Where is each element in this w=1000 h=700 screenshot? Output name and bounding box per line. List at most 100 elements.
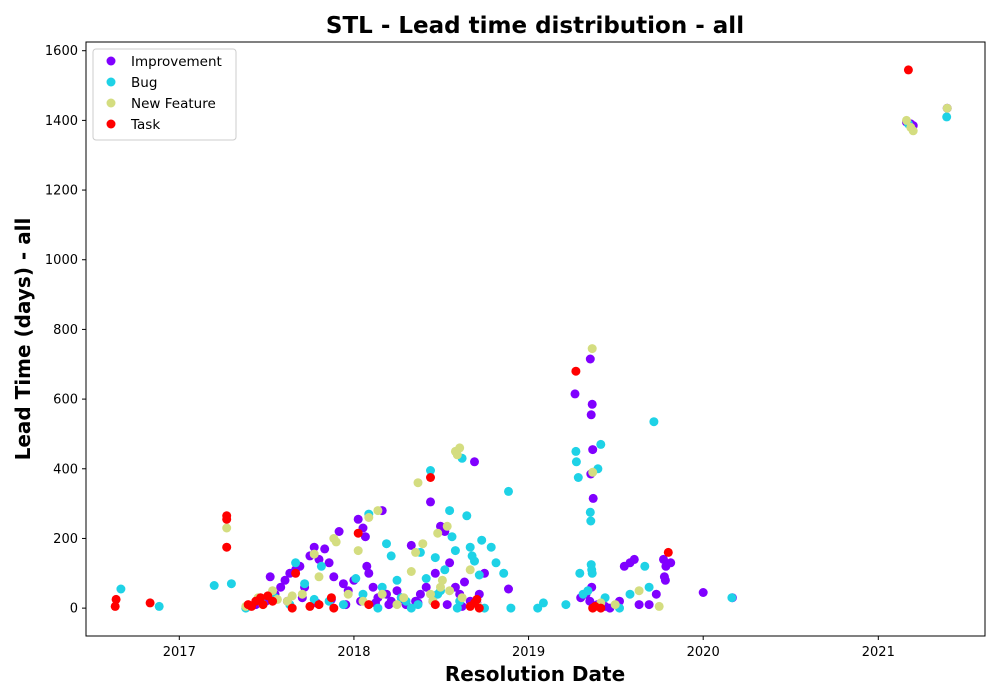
x-axis-ticks: 2017 2018 2019 2020 2021 (163, 636, 895, 660)
y-tick-label: 1400 (45, 114, 78, 129)
point-improvement (338, 579, 348, 589)
point-improvement (666, 558, 676, 568)
point-bug (377, 582, 387, 592)
point-new-feature (942, 103, 952, 113)
point-task (571, 366, 581, 376)
legend-box (92, 48, 237, 141)
point-new-feature (426, 589, 435, 599)
point-bug (727, 593, 737, 603)
x-tick-label: 2020 (687, 645, 720, 660)
point-new-feature (411, 547, 421, 557)
point-improvement (470, 457, 479, 467)
point-new-feature (455, 443, 465, 453)
point-bug (486, 542, 496, 552)
point-improvement (442, 600, 452, 610)
point-bug (506, 603, 516, 613)
point-task (326, 593, 336, 603)
point-bug (640, 561, 650, 571)
point-new-feature (445, 586, 455, 596)
point-bug (587, 568, 597, 578)
y-tick-label: 200 (53, 532, 78, 547)
point-bug (440, 565, 450, 575)
point-bug (226, 579, 236, 589)
point-new-feature (353, 546, 363, 556)
legend-marker-bug (106, 77, 116, 87)
point-new-feature (364, 513, 374, 522)
point-improvement (698, 588, 708, 597)
point-new-feature (392, 600, 402, 610)
point-bug (386, 551, 396, 561)
y-tick-label: 600 (53, 393, 78, 408)
point-bug (575, 568, 585, 578)
point-improvement (309, 542, 319, 552)
point-task (596, 603, 606, 613)
y-tick-label: 400 (53, 462, 78, 477)
point-improvement (588, 493, 598, 503)
point-bug (942, 112, 952, 122)
point-improvement (651, 589, 661, 599)
y-tick-label: 1000 (45, 253, 78, 268)
point-improvement (320, 544, 330, 554)
data-points (110, 65, 952, 613)
legend-label-task: Task (130, 117, 160, 133)
point-task (287, 603, 297, 613)
point-new-feature (654, 601, 664, 611)
point-new-feature (377, 589, 387, 599)
point-improvement (570, 389, 580, 399)
x-axis-label: Resolution Date (445, 662, 625, 686)
point-new-feature (418, 539, 428, 549)
point-new-feature (287, 591, 297, 601)
point-bug (462, 511, 472, 521)
y-axis-label: Lead Time (days) - all (11, 218, 35, 461)
point-bug (300, 579, 310, 589)
plot-frame (85, 41, 986, 637)
point-improvement (588, 445, 598, 455)
point-improvement (585, 354, 595, 364)
legend-marker-new-feature (106, 98, 116, 108)
point-bug (477, 535, 487, 545)
point-improvement (280, 575, 290, 585)
point-task (472, 594, 482, 604)
point-task (329, 603, 339, 613)
point-task (430, 600, 440, 610)
point-improvement (406, 540, 416, 550)
point-bug (373, 603, 383, 613)
x-tick-label: 2021 (862, 645, 895, 660)
point-task (663, 547, 673, 557)
point-bug (209, 581, 219, 590)
point-bug (538, 598, 548, 608)
point-improvement (384, 600, 394, 610)
point-bug (116, 584, 126, 594)
point-bug (596, 439, 606, 449)
legend: Improvement Bug New Feature Task (92, 48, 237, 141)
point-task (364, 600, 374, 610)
point-new-feature (588, 467, 598, 477)
point-new-feature (452, 450, 462, 460)
point-improvement (334, 527, 344, 536)
point-new-feature (908, 126, 918, 136)
point-improvement (430, 568, 440, 578)
legend-label-bug: Bug (131, 75, 157, 91)
chart-title: STL - Lead time distribution - all (326, 13, 744, 39)
point-improvement (276, 582, 286, 592)
point-bug (351, 574, 361, 583)
point-bug (585, 507, 595, 517)
point-new-feature (610, 600, 620, 610)
point-bug (392, 575, 402, 585)
point-bug (382, 539, 391, 549)
point-task (110, 601, 120, 611)
point-task (111, 594, 121, 604)
legend-marker-task (106, 119, 116, 129)
point-task (222, 514, 232, 524)
point-improvement (362, 561, 372, 571)
point-bug (571, 446, 581, 456)
point-task (305, 601, 315, 611)
point-improvement (586, 410, 596, 420)
point-improvement (504, 584, 513, 594)
point-bug (625, 589, 635, 599)
point-bug (421, 574, 431, 583)
point-bug (406, 603, 416, 613)
point-bug (561, 600, 571, 610)
point-bug (452, 603, 462, 613)
